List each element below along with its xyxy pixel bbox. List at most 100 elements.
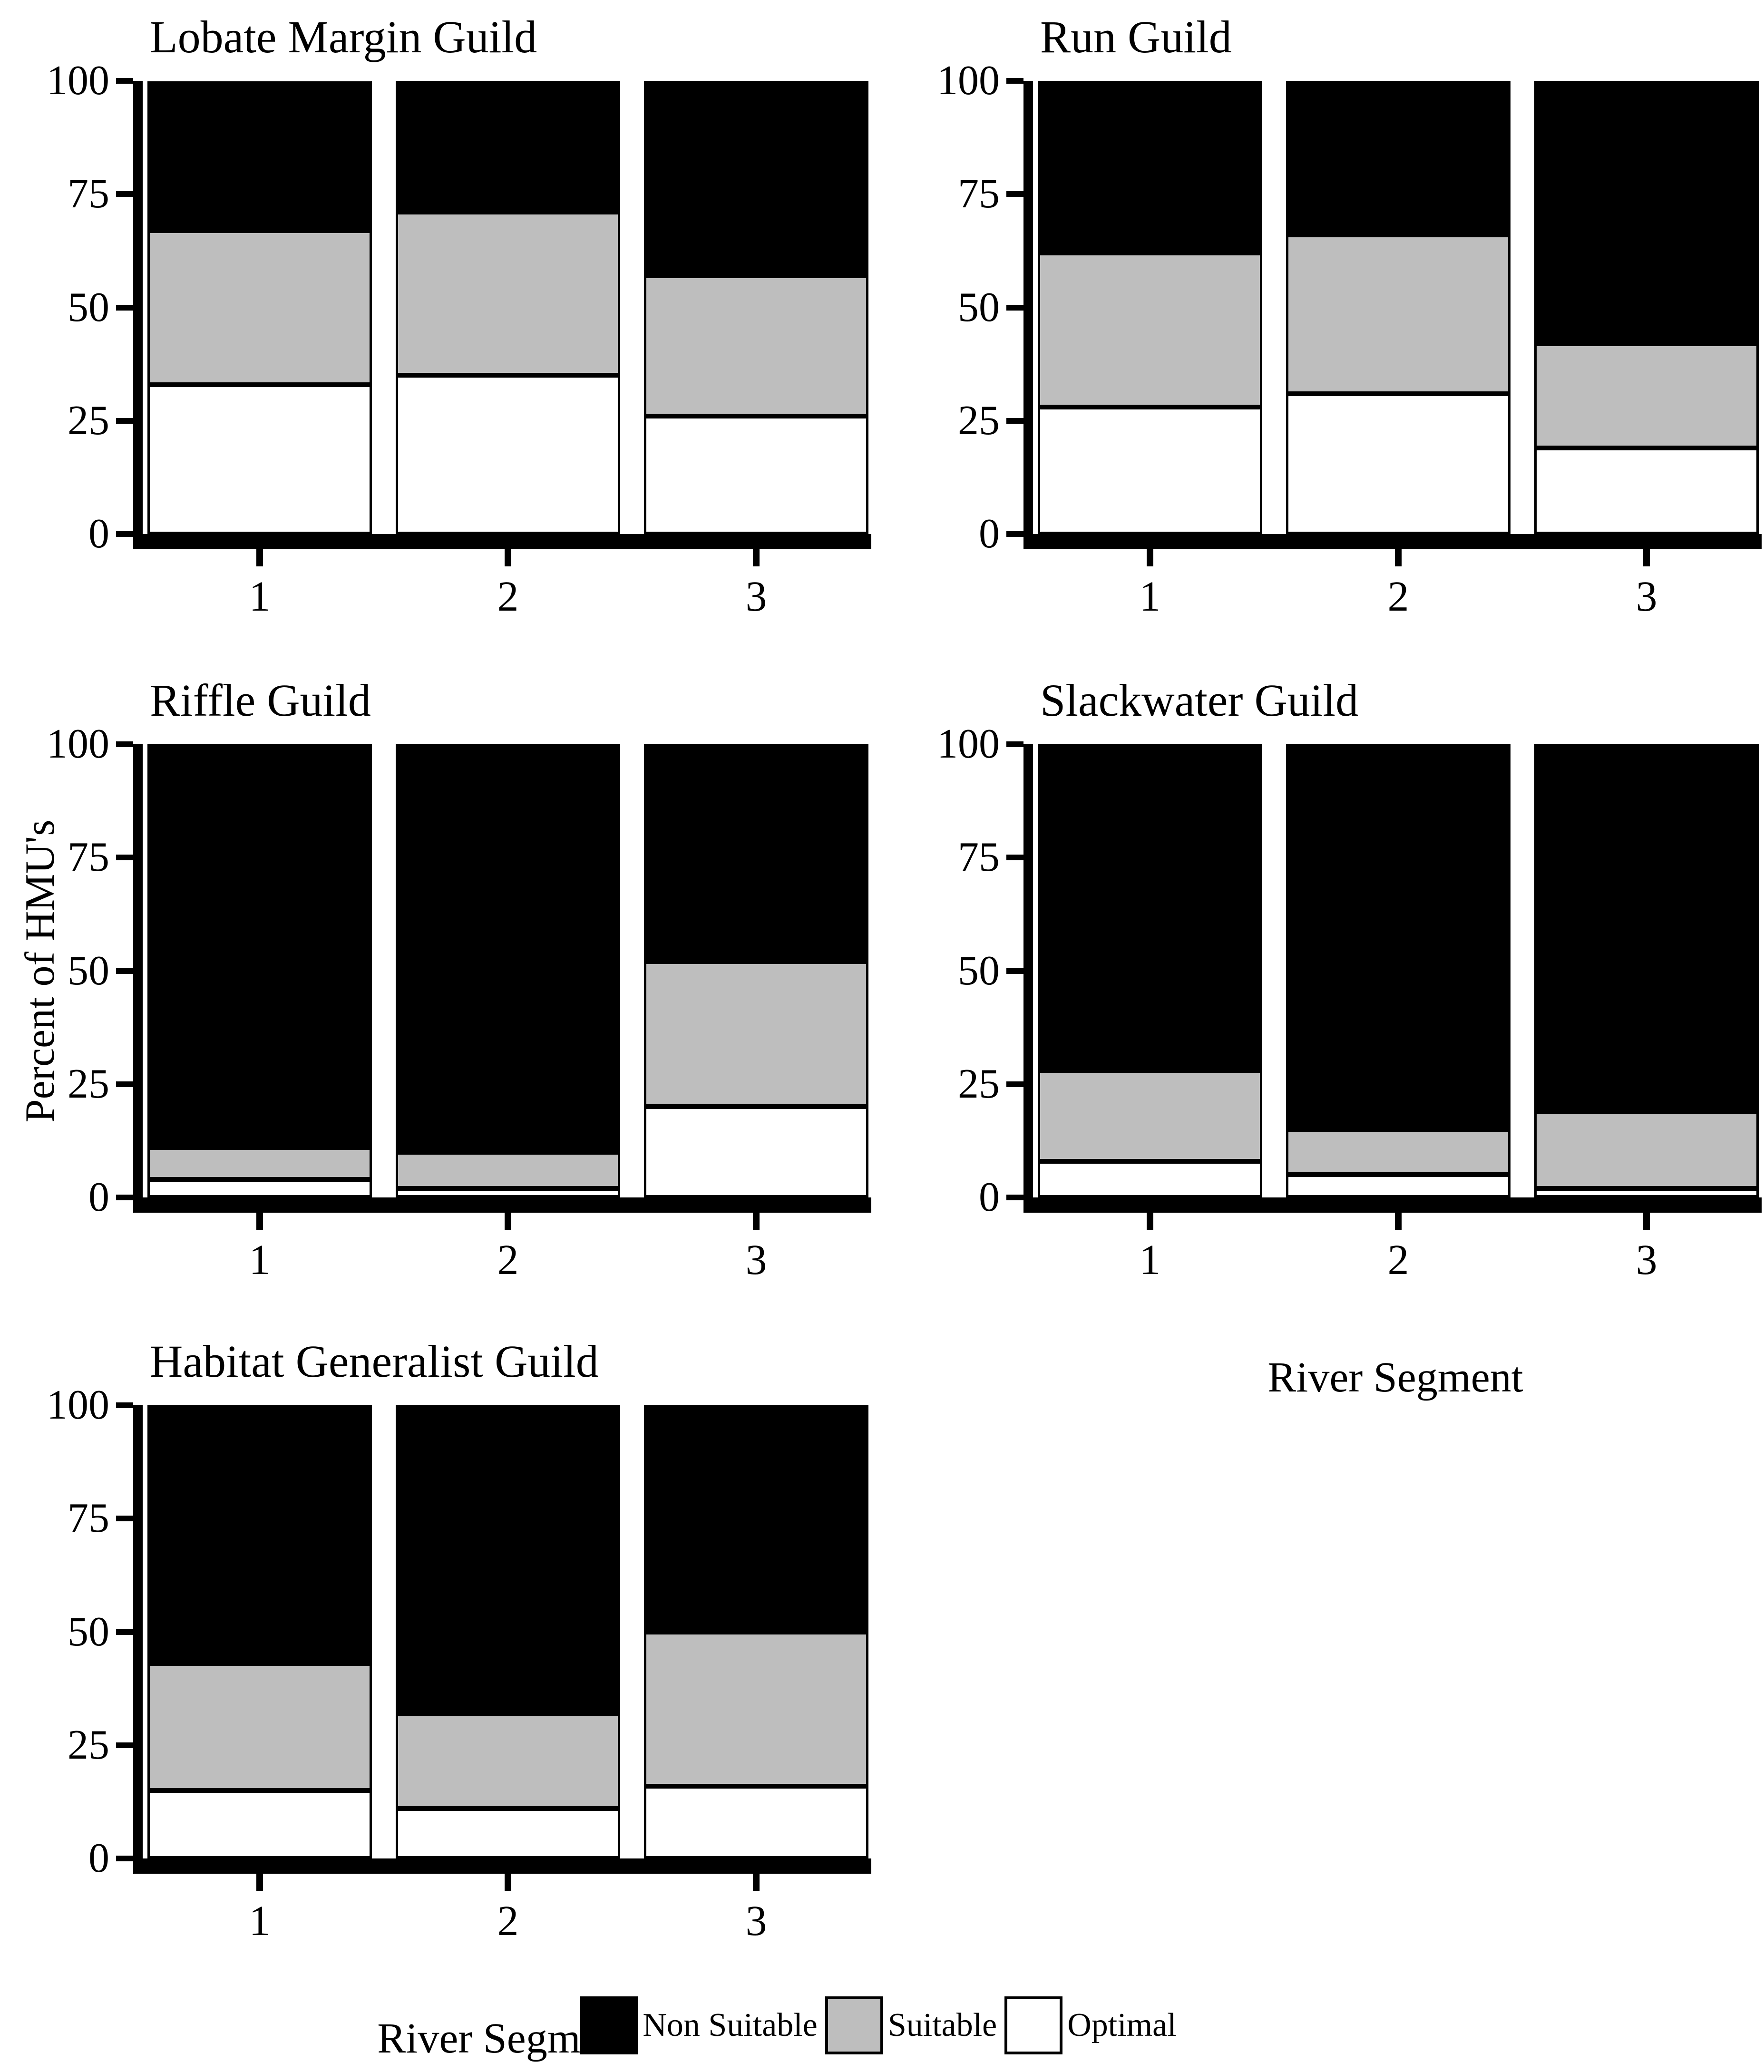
segment-non_suitable bbox=[644, 81, 868, 276]
y-tick-label: 50 bbox=[68, 284, 109, 331]
y-axis-line bbox=[133, 744, 143, 1213]
y-tick-mark bbox=[1006, 855, 1023, 861]
segment-non_suitable bbox=[1534, 81, 1759, 344]
x-tick-mark bbox=[1147, 1213, 1153, 1230]
y-tick-mark bbox=[116, 1516, 133, 1522]
x-tick-label: 2 bbox=[497, 1236, 519, 1284]
chart-title: Run Guild bbox=[1040, 11, 1232, 62]
x-tick-label: 3 bbox=[1636, 1236, 1657, 1284]
y-tick-label: 75 bbox=[958, 171, 1000, 217]
y-tick-mark bbox=[1006, 968, 1023, 974]
segment-optimal bbox=[1286, 394, 1511, 534]
y-axis-line bbox=[1023, 744, 1033, 1213]
x-axis-line bbox=[133, 1858, 871, 1874]
y-tick-mark bbox=[116, 968, 133, 974]
y-tick-label: 25 bbox=[68, 1722, 109, 1768]
segment-optimal bbox=[644, 1107, 868, 1197]
plot-area: 0 25 50 75 100 1 2 3 bbox=[937, 60, 1762, 620]
y-tick-mark bbox=[1006, 1081, 1023, 1087]
y-tick-label: 25 bbox=[68, 1060, 109, 1107]
legend: Non Suitable Suitable Optimal bbox=[0, 1996, 1764, 2054]
segment-suitable bbox=[396, 1713, 620, 1809]
segment-optimal bbox=[1038, 1161, 1262, 1197]
legend-label: Suitable bbox=[887, 2007, 997, 2043]
x-axis-line bbox=[1023, 534, 1762, 549]
segment-optimal bbox=[644, 416, 868, 534]
x-tick-mark bbox=[505, 1874, 511, 1891]
segment-non_suitable bbox=[147, 81, 372, 231]
segment-non_suitable bbox=[1038, 744, 1262, 1070]
y-tick-label: 100 bbox=[937, 721, 1000, 767]
y-tick-mark bbox=[116, 741, 133, 747]
x-tick-label: 3 bbox=[745, 573, 767, 620]
segment-non_suitable bbox=[1286, 744, 1511, 1129]
y-tick-label: 0 bbox=[979, 1174, 1000, 1220]
segment-optimal bbox=[1534, 448, 1759, 534]
y-tick-mark bbox=[116, 1629, 133, 1635]
legend-label: Non Suitable bbox=[643, 2007, 818, 2043]
x-tick-mark bbox=[753, 1213, 760, 1230]
segment-suitable bbox=[1286, 235, 1511, 394]
x-tick-mark bbox=[256, 1874, 263, 1891]
y-tick-label: 100 bbox=[937, 58, 1000, 104]
y-tick-mark bbox=[116, 1081, 133, 1087]
segment-non_suitable bbox=[147, 1405, 372, 1663]
chart-title: Riffle Guild bbox=[150, 675, 371, 726]
y-tick-mark bbox=[1006, 304, 1023, 311]
segment-suitable bbox=[147, 231, 372, 385]
y-tick-mark bbox=[116, 1195, 133, 1200]
segment-non_suitable bbox=[147, 744, 372, 1148]
y-tick-mark bbox=[116, 304, 133, 311]
segment-optimal bbox=[1286, 1175, 1511, 1197]
segment-optimal bbox=[147, 1179, 372, 1197]
y-tick-mark bbox=[1006, 418, 1023, 424]
y-tick-label: 0 bbox=[88, 1174, 109, 1220]
x-tick-label: 1 bbox=[249, 573, 271, 620]
y-tick-label: 100 bbox=[47, 1382, 109, 1428]
x-tick-label: 2 bbox=[497, 573, 519, 620]
segment-non_suitable bbox=[644, 744, 868, 962]
segment-suitable bbox=[396, 212, 620, 375]
y-tick-mark bbox=[116, 1402, 133, 1408]
x-tick-mark bbox=[1147, 549, 1153, 566]
segment-suitable bbox=[147, 1663, 372, 1790]
segment-optimal bbox=[396, 1188, 620, 1197]
segment-suitable bbox=[1038, 1070, 1262, 1161]
segment-optimal bbox=[644, 1786, 868, 1858]
segment-suitable bbox=[644, 276, 868, 416]
x-axis-label: River Segment bbox=[1267, 1354, 1523, 1401]
x-tick-label: 1 bbox=[249, 1897, 271, 1945]
y-tick-label: 50 bbox=[68, 1608, 109, 1655]
x-tick-mark bbox=[1395, 549, 1402, 566]
x-tick-label: 1 bbox=[249, 1236, 271, 1284]
segment-suitable bbox=[1534, 1111, 1759, 1188]
plot-area: 0 25 50 75 100 1 2 3 bbox=[937, 723, 1762, 1284]
segment-non_suitable bbox=[396, 81, 620, 212]
y-axis-line bbox=[133, 1405, 143, 1874]
x-tick-label: 2 bbox=[1387, 1236, 1409, 1284]
y-axis-line bbox=[133, 81, 143, 549]
segment-suitable bbox=[147, 1148, 372, 1179]
segment-non_suitable bbox=[396, 1405, 620, 1713]
y-tick-label: 75 bbox=[68, 171, 109, 217]
y-tick-label: 50 bbox=[958, 284, 1000, 331]
y-tick-mark bbox=[116, 418, 133, 424]
x-tick-label: 2 bbox=[1387, 573, 1409, 620]
segment-optimal bbox=[147, 385, 372, 534]
segment-suitable bbox=[396, 1152, 620, 1188]
segment-optimal bbox=[147, 1790, 372, 1858]
segment-optimal bbox=[396, 1809, 620, 1858]
segment-suitable bbox=[644, 962, 868, 1107]
x-tick-label: 2 bbox=[497, 1897, 519, 1945]
y-tick-label: 100 bbox=[47, 721, 109, 767]
y-tick-mark bbox=[1006, 741, 1023, 747]
x-tick-mark bbox=[505, 1213, 511, 1230]
y-tick-label: 0 bbox=[88, 1835, 109, 1881]
x-tick-mark bbox=[1643, 1213, 1650, 1230]
segment-non_suitable bbox=[396, 744, 620, 1152]
segment-suitable bbox=[1286, 1129, 1511, 1175]
x-tick-mark bbox=[753, 1874, 760, 1891]
segment-non_suitable bbox=[1286, 81, 1511, 235]
y-tick-label: 25 bbox=[958, 1060, 1000, 1107]
